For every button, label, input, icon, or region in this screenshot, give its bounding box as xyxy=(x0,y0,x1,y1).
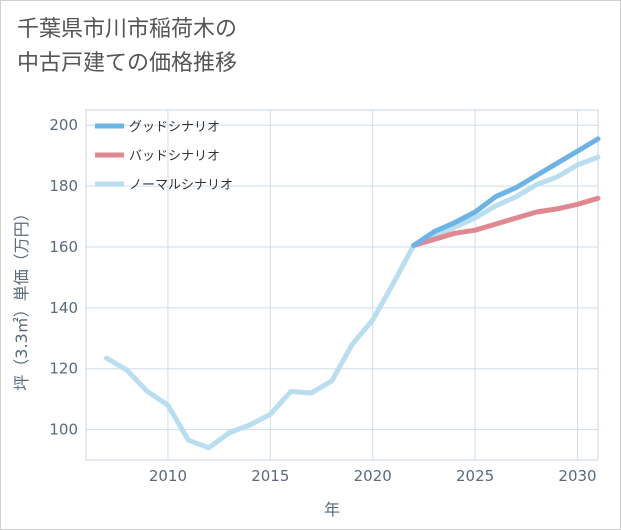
chart-title-line2: 中古戸建ての価格推移 xyxy=(17,51,238,76)
x-axis-label: 年 xyxy=(324,500,340,519)
x-tick-label: 2015 xyxy=(251,467,289,485)
y-tick-label: 200 xyxy=(49,116,78,134)
x-tick-label: 2020 xyxy=(354,467,392,485)
plot-area-frame xyxy=(85,109,599,461)
y-tick-label: 180 xyxy=(49,177,78,195)
x-tick-label: 2025 xyxy=(456,467,494,485)
x-tick-labels: 2010 2015 2020 2025 2030 xyxy=(149,467,597,485)
series-line-2 xyxy=(104,154,601,451)
y-tick-label: 120 xyxy=(49,360,78,378)
grid-lines xyxy=(85,109,599,461)
series-line-0 xyxy=(411,136,601,248)
chart-title-line1: 千葉県市川市稲荷木の xyxy=(17,17,238,42)
legend-label: ノーマルシナリオ xyxy=(129,178,233,193)
legend-label: グッドシナリオ xyxy=(129,120,220,135)
y-tick-label: 100 xyxy=(49,421,78,439)
y-tick-label: 140 xyxy=(49,299,78,317)
x-tick-label: 2030 xyxy=(558,467,596,485)
y-tick-labels: 100 120 140 160 180 200 xyxy=(49,116,78,438)
series-line-1 xyxy=(411,195,601,248)
x-tick-label: 2010 xyxy=(149,467,187,485)
series-lines xyxy=(104,136,601,451)
legend-label: バッドシナリオ xyxy=(129,149,220,164)
y-tick-label: 160 xyxy=(49,238,78,256)
chart-title: 千葉県市川市稲荷木の 中古戸建ての価格推移 xyxy=(17,13,237,81)
y-axis-label: 坪（3.3㎡）単価（万円） xyxy=(12,205,31,390)
